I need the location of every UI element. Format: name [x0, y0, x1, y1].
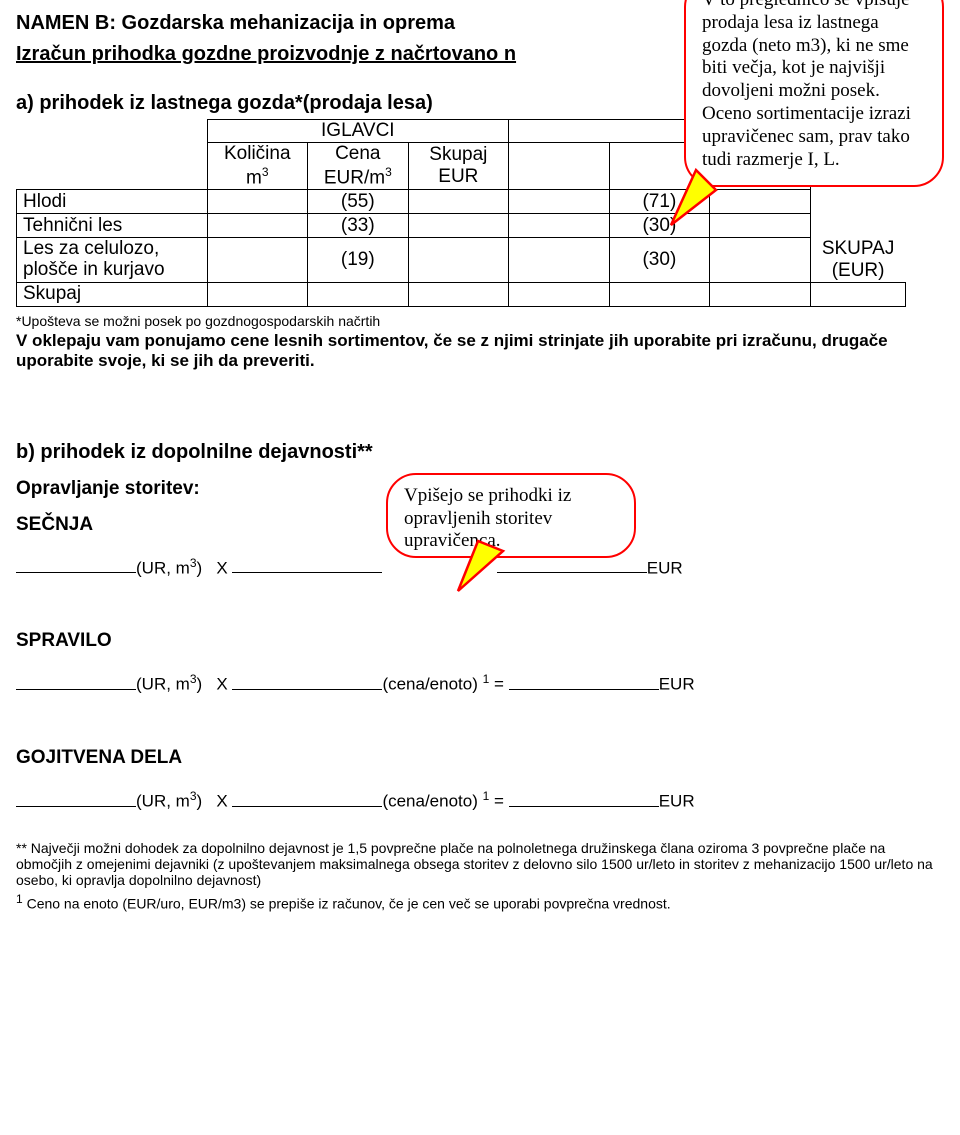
row-tehnicni: Tehnični les: [17, 214, 208, 238]
callout-table-info: V to preglednico se vpisuje prodaja lesa…: [684, 0, 944, 187]
formula-secnja: (UR, m3) X (cena/enoto) EUR: [16, 556, 944, 579]
cell-cel-2: (30): [609, 238, 710, 283]
col-cena: CenaEUR/m3: [308, 143, 409, 190]
callout-prihodki: Vpišejo se prihodki iz opravljenih stori…: [386, 473, 636, 558]
op-gojitvena: GOJITVENA DELA: [16, 747, 944, 769]
col-kolicina: Količinam3: [207, 143, 308, 190]
row-celuloza: Les za celulozo, plošče in kurjavo: [17, 238, 208, 283]
skupaj-label: SKUPAJ(EUR): [810, 238, 905, 283]
cell-teh-2: (30): [609, 214, 710, 238]
footnote-1: ** Največji možni dohodek za dopolnilno …: [16, 840, 944, 888]
bold-note: V oklepaju vam ponujamo cene lesnih sort…: [16, 331, 944, 371]
col-skupaj1: SkupajEUR: [408, 143, 509, 190]
cell-hlodi-2: (71): [609, 190, 710, 214]
cell-hlodi-1: (55): [308, 190, 409, 214]
cell-teh-1: (33): [308, 214, 409, 238]
row-hlodi: Hlodi: [17, 190, 208, 214]
formula-gojitvena: (UR, m3) X (cena/enoto) 1 = EUR: [16, 789, 944, 812]
group-iglavci: IGLAVCI: [207, 120, 509, 143]
formula-spravilo: (UR, m3) X (cena/enoto) 1 = EUR: [16, 672, 944, 695]
footnote-2: 1 Ceno na enoto (EUR/uro, EUR/m3) se pre…: [16, 892, 944, 912]
op-spravilo: SPRAVILO: [16, 630, 944, 652]
table-footnote: *Upošteva se možni posek po gozdnogospod…: [16, 313, 944, 329]
row-skupaj: Skupaj: [17, 282, 208, 306]
callout2-text: Vpišejo se prihodki iz opravljenih stori…: [404, 485, 571, 552]
cell-cel-1: (19): [308, 238, 409, 283]
section-b-heading: b) prihodek iz dopolnilne dejavnosti**: [16, 441, 944, 464]
callout1-text: V to preglednico se vpisuje prodaja lesa…: [702, 0, 911, 170]
section-a-wrap: a) prihodek iz lastnega gozda*(prodaja l…: [16, 92, 944, 307]
